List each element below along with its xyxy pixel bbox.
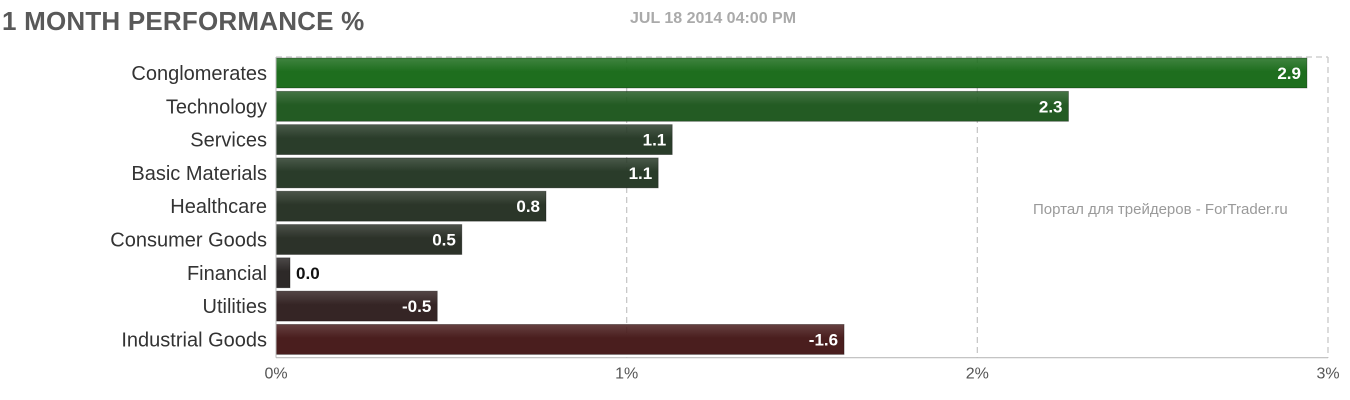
- x-tick-label: 1%: [615, 366, 638, 383]
- bar-utilities: [275, 290, 438, 322]
- bar-financial: [275, 257, 291, 289]
- category-label: Utilities: [203, 296, 267, 318]
- chart-title: 1 MONTH PERFORMANCE %: [2, 6, 365, 36]
- bar-healthcare: [275, 190, 547, 222]
- category-label: Services: [190, 130, 267, 152]
- bar-consumer-goods: [275, 224, 463, 255]
- timestamp: JUL 18 2014 04:00 PM: [630, 10, 797, 27]
- bar-technology: [275, 90, 1069, 122]
- value-label: 0.8: [516, 197, 540, 216]
- value-label: -1.6: [809, 330, 838, 349]
- x-tick-label: 2%: [966, 366, 989, 383]
- value-label: -0.5: [402, 297, 431, 316]
- category-label: Conglomerates: [131, 63, 267, 85]
- value-label: 1.1: [629, 164, 653, 183]
- value-label: 0.5: [432, 231, 456, 250]
- bar-conglomerates: [275, 57, 1308, 89]
- watermark-text: Портал для трейдеров - ForTrader.ru: [1033, 201, 1288, 218]
- category-label: Healthcare: [170, 196, 267, 218]
- category-label: Basic Materials: [131, 163, 267, 185]
- x-axis: 0% 1% 2% 3%: [264, 57, 1340, 383]
- value-label: 0.0: [296, 264, 320, 283]
- category-label: Financial: [187, 263, 267, 285]
- category-label: Consumer Goods: [110, 230, 267, 252]
- bar-industrial-goods: [275, 323, 845, 355]
- x-tick-label: 3%: [1316, 366, 1339, 383]
- category-label: Industrial Goods: [121, 329, 267, 351]
- value-label: 2.3: [1039, 97, 1063, 116]
- labels: Conglomerates 2.9 Technology 2.3 Services 1.1…: [110, 63, 1301, 351]
- bar-basic-materials: [275, 157, 659, 189]
- bars: [275, 57, 1308, 355]
- x-tick-label: 0%: [264, 366, 287, 383]
- value-label: 2.9: [1277, 64, 1301, 83]
- bar-services: [275, 124, 673, 155]
- category-label: Technology: [166, 96, 267, 118]
- value-label: 1.1: [643, 131, 667, 150]
